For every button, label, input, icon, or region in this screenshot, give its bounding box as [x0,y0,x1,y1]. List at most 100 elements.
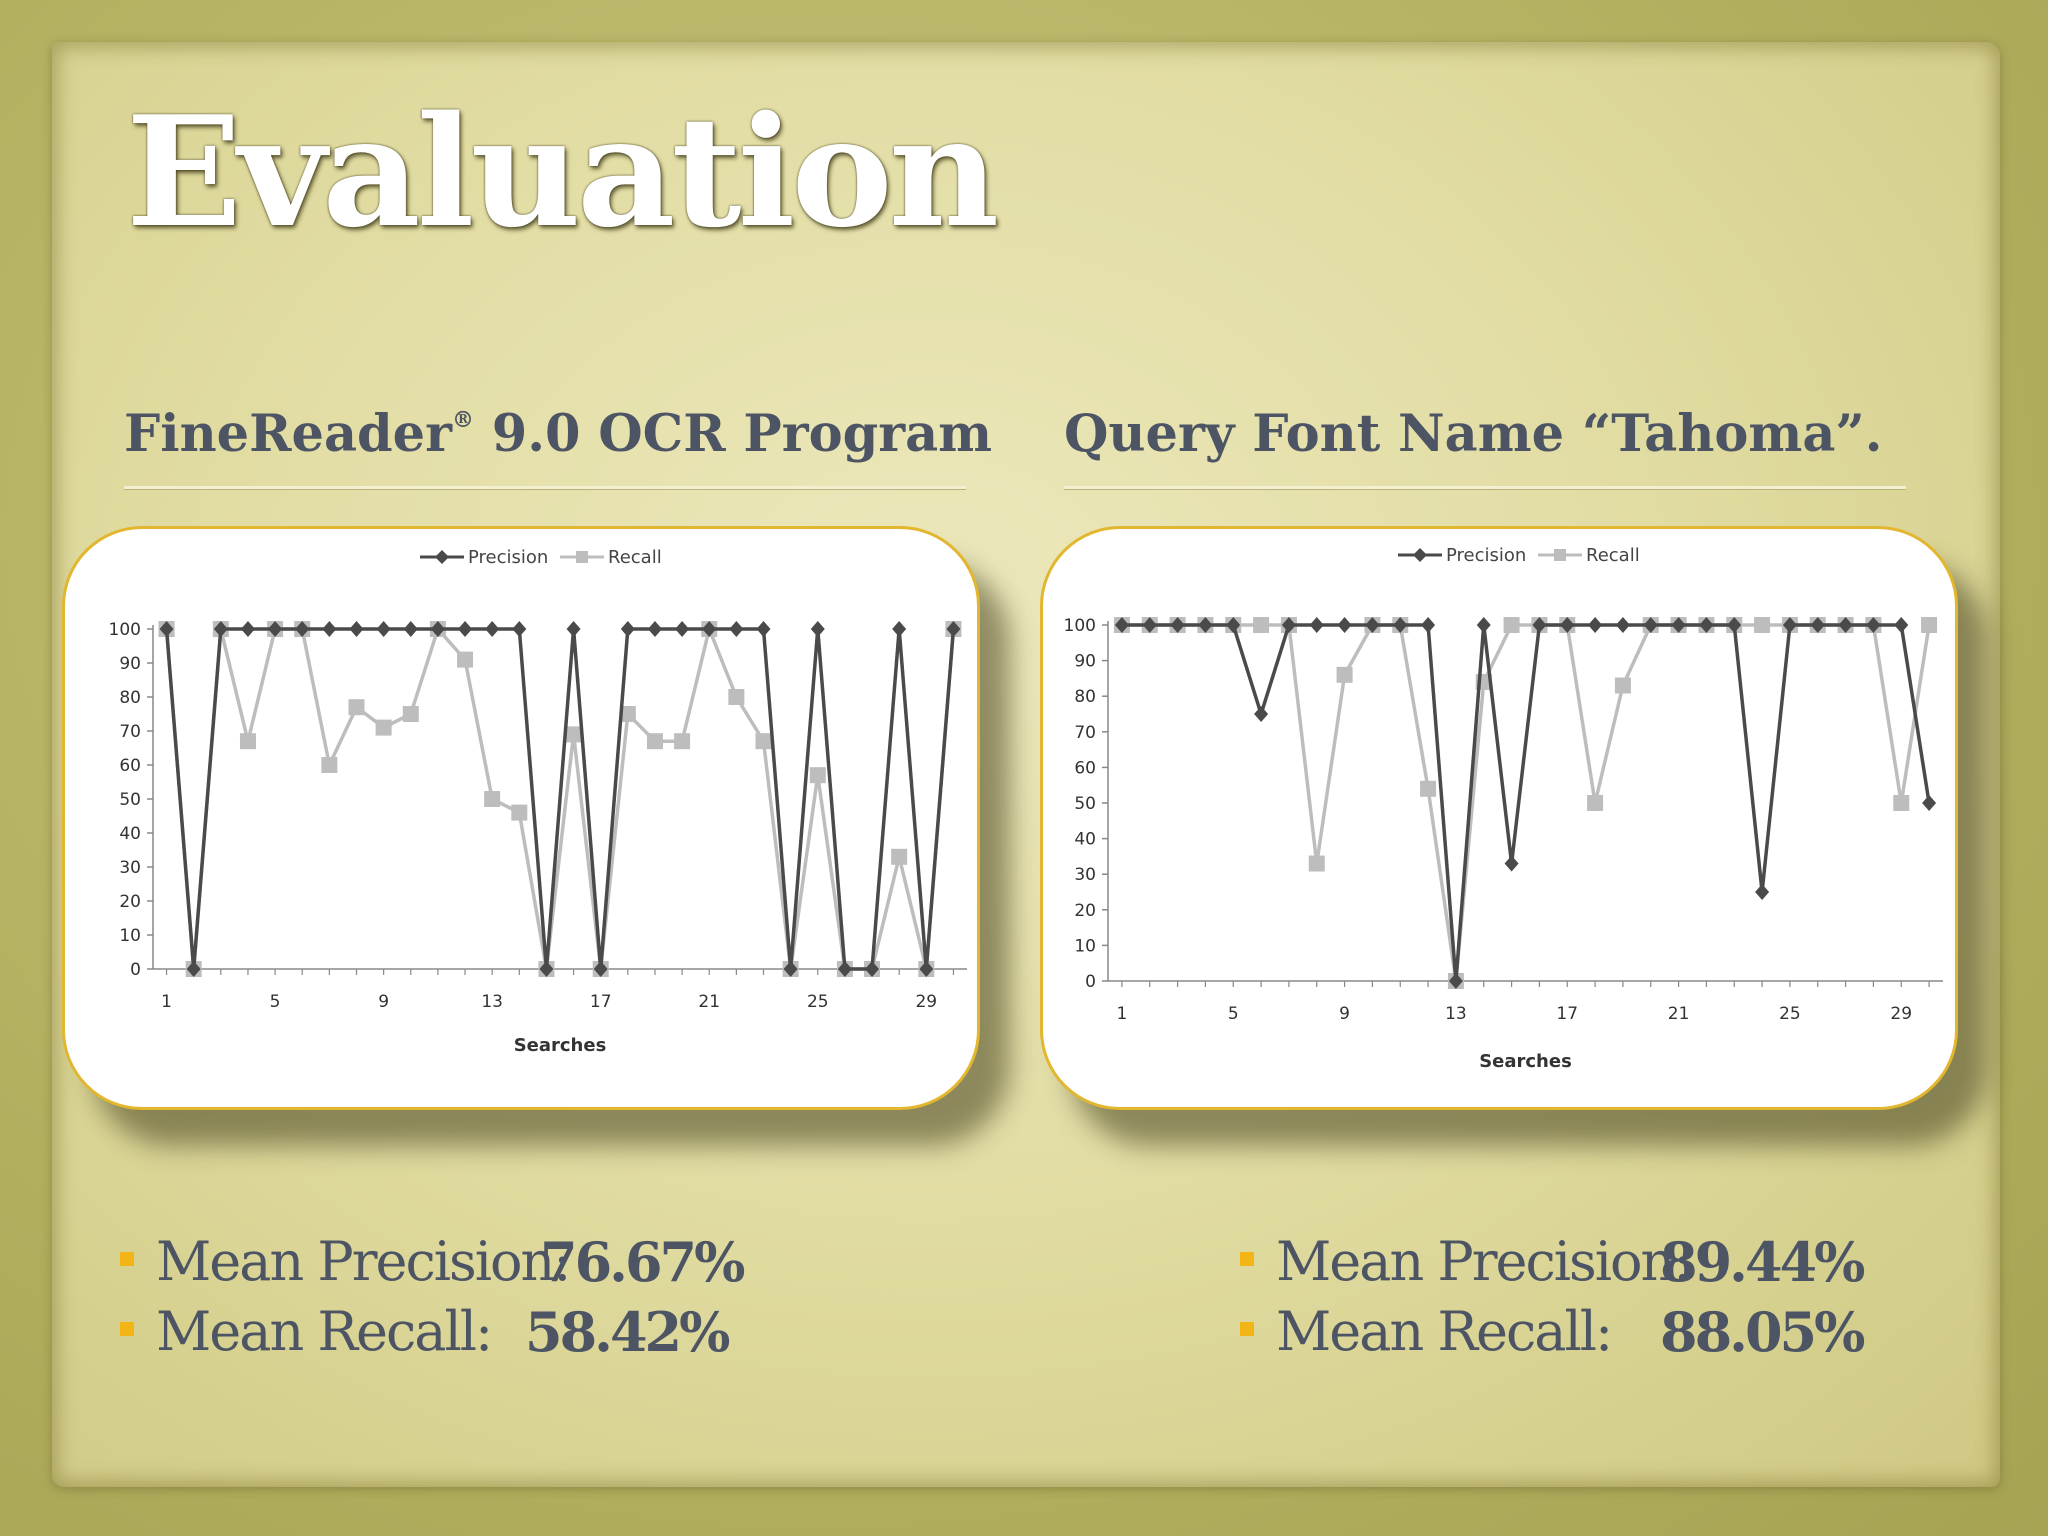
x-tick-label: 21 [1668,1004,1690,1024]
x-tick-label: 25 [807,992,829,1012]
precision-point [783,961,798,977]
precision-point [1226,617,1241,633]
right-stats: Mean Precision: 89.44% Mean Recall: 88.0… [1240,1230,1940,1370]
legend-marker [1413,548,1427,562]
left-heading-main: FineReader [124,404,452,464]
precision-point [1532,617,1547,633]
stat-value: 89.44% [1660,1230,1865,1294]
precision-point [810,621,825,637]
y-tick-label: 30 [1074,865,1096,885]
precision-point [322,621,337,637]
precision-point [620,621,635,637]
precision-point [1838,617,1853,633]
precision-point [376,621,391,637]
precision-point [566,621,581,637]
precision-point [1588,617,1603,633]
y-tick-label: 70 [119,722,141,742]
recall-point [375,719,392,736]
precision-point [756,621,771,637]
precision-point [240,621,255,637]
right-heading-rule [1064,486,1906,490]
legend-marker [576,551,588,563]
x-tick-label: 5 [1228,1004,1239,1024]
precision-point [1727,617,1742,633]
precision-point [1922,795,1937,811]
recall-point [728,689,745,705]
precision-point [1114,617,1129,633]
y-tick-label: 100 [1064,616,1096,636]
right-chart-card: 0 10 20 30 40 50 60 70 80 90 100 1 5 9 13 17 21 25 29 Searc… [1040,526,1958,1110]
y-tick-label: 50 [1074,794,1096,814]
legend-label: Recall [608,547,662,568]
recall-point [321,757,338,773]
stat-label: Mean Precision: [1276,1230,1691,1293]
x-tick-label: 21 [698,992,720,1012]
legend-marker [1554,549,1566,561]
right-stat-recall: Mean Recall: 88.05% [1240,1300,1940,1370]
recall-point [1754,617,1771,633]
precision-point [1810,617,1825,633]
y-tick-label: 0 [130,960,141,980]
precision-point [295,621,310,637]
precision-point [539,961,554,977]
y-tick-label: 50 [119,790,141,810]
series-line-recall [1121,623,1931,983]
precision-point [946,621,961,637]
precision-point [729,621,744,637]
precision-point [1281,617,1296,633]
precision-point [1309,617,1324,633]
y-tick-label: 10 [1074,936,1096,956]
recall-point [1253,617,1270,633]
precision-point [1615,617,1630,633]
precision-point [1782,617,1797,633]
left-stat-precision: Mean Precision: 76.67% [120,1230,820,1300]
stat-label: Mean Precision: [156,1230,571,1293]
precision-point [1337,617,1352,633]
precision-point [349,621,364,637]
legend-label: Precision [1446,545,1526,566]
bullet-icon [1240,1252,1254,1266]
recall-point [511,804,528,821]
left-line-chart: 0 10 20 30 40 50 60 70 80 90 100 1 5 9 13 17 21 25 29 Searc… [109,547,967,1056]
precision-point [1504,855,1519,872]
recall-point [348,699,365,716]
left-stats: Mean Precision: 76.67% Mean Recall: 58.4… [120,1230,820,1370]
recall-point [565,726,582,743]
recall-point [1893,795,1910,811]
precision-point [1254,706,1269,722]
precision-point [512,621,527,637]
x-tick-label: 25 [1779,1004,1801,1024]
y-tick-label: 40 [119,824,141,844]
precision-point [1476,617,1491,633]
bullet-icon [1240,1322,1254,1336]
x-tick-label: 9 [1339,1004,1350,1024]
y-tick-label: 90 [119,654,141,674]
x-tick-label: 17 [590,992,612,1012]
precision-point [1421,617,1436,633]
y-tick-label: 80 [1074,687,1096,707]
recall-point [674,733,691,750]
x-tick-label: 1 [161,992,172,1012]
precision-point [159,621,174,637]
x-axis-label: Searches [514,1035,607,1056]
recall-point [239,733,256,750]
precision-point [1170,617,1185,633]
x-tick-label: 17 [1556,1004,1578,1024]
left-chart-card: 0 10 20 30 40 50 60 70 80 90 100 1 5 9 13 17 21 25 29 Searc… [62,526,980,1110]
precision-point [593,961,608,977]
y-tick-label: 60 [1074,758,1096,778]
recall-point [1336,666,1353,683]
precision-point [186,961,201,977]
series-line-precision [1121,623,1931,983]
recall-point [1308,855,1325,872]
precision-point [1643,617,1658,633]
recall-point [1420,780,1437,797]
y-tick-label: 0 [1085,972,1096,992]
legend-marker [435,550,449,564]
recall-point [402,706,419,722]
precision-point [1142,617,1157,633]
recall-point [755,733,772,750]
precision-point [919,961,934,977]
y-tick-label: 70 [1074,723,1096,743]
y-tick-label: 100 [109,620,141,640]
